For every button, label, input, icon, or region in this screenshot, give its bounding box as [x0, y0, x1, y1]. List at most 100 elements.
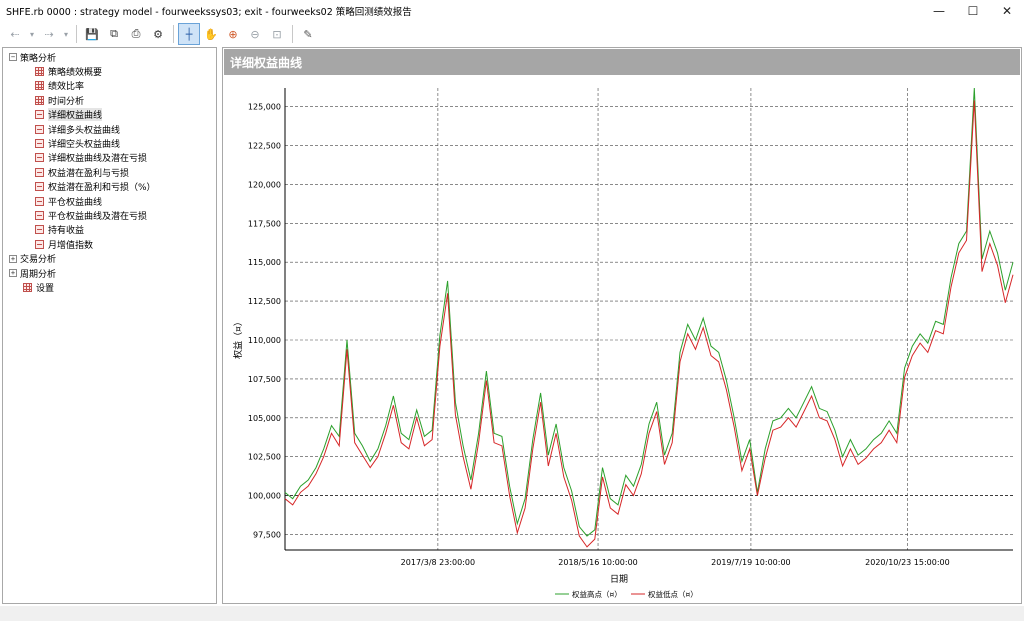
table-icon — [35, 95, 44, 105]
print-icon[interactable]: ⎙ — [131, 27, 141, 40]
chart-icon — [35, 210, 44, 220]
tree-node-label: 交易分析 — [20, 255, 57, 266]
tree-item-equity-drawdown[interactable]: 详细权益曲线及潜在亏损 — [3, 151, 216, 165]
chart-icon — [35, 167, 44, 177]
pan-icon[interactable]: ✋ — [204, 27, 218, 41]
table-icon — [35, 67, 44, 77]
chart-icon — [35, 196, 44, 206]
tree-item-label: 时间分析 — [48, 96, 85, 107]
toolbar-separator — [76, 25, 77, 43]
report-tree: − 策略分析 策略绩效概要 绩效比率 时间分析 详细权益曲线 详细多头权益曲线 … — [2, 47, 217, 604]
zoom-out-icon[interactable]: ⊖ — [250, 27, 260, 41]
tree-node-label: 设置 — [36, 283, 55, 294]
y-tick-label: 102,500 — [248, 453, 281, 462]
chart-icon — [35, 153, 44, 163]
tree-item-label: 权益潜在盈利和亏损（%） — [48, 183, 156, 194]
tree-item-summary[interactable]: 策略绩效概要 — [3, 64, 216, 78]
tree-item-holding-return[interactable]: 持有收益 — [3, 223, 216, 237]
tree-item-label: 权益潜在盈利与亏损 — [48, 168, 130, 179]
chart-icon — [35, 139, 44, 149]
y-tick-label: 120,000 — [248, 180, 281, 189]
chart-icon — [35, 225, 44, 235]
y-axis-label: 权益（¤） — [232, 317, 244, 359]
equity-low-line — [284, 100, 1014, 548]
tree-item-label: 持有收益 — [48, 226, 85, 237]
toolbar-separator — [292, 25, 293, 43]
tree-item-label: 月增值指数 — [48, 240, 94, 251]
tree-node-label: 周期分析 — [20, 269, 57, 280]
x-tick-label: 2019/7/19 10:00:00 — [711, 558, 791, 567]
legend-label-low: 权益低点（¤） — [648, 589, 698, 599]
tree-item-label: 绩效比率 — [48, 82, 85, 93]
minimize-icon[interactable]: — — [933, 4, 945, 18]
equity-chart[interactable]: 97,500 100,000 102,500 105,000 107,500 110,00… — [223, 76, 1021, 603]
window-controls: — ☐ ✕ — [922, 0, 1024, 22]
back-icon[interactable]: ⇠ — [10, 27, 20, 41]
tree-node-period-analysis[interactable]: + 周期分析 — [3, 266, 216, 280]
y-tick-label: 100,000 — [248, 492, 281, 501]
x-axis: 2017/3/8 23:00:00 2018/5/16 10:00:00 2019/… — [401, 558, 950, 567]
tree-item-long-equity[interactable]: 详细多头权益曲线 — [3, 122, 216, 136]
x-tick-label: 2018/5/16 10:00:00 — [558, 558, 638, 567]
chart-icon — [35, 110, 44, 120]
tree-item-potential-pl-pct[interactable]: 权益潜在盈利和亏损（%） — [3, 180, 216, 194]
chart-legend: 权益高点（¤） 权益低点（¤） — [555, 589, 698, 599]
x-axis-label: 日期 — [610, 574, 628, 585]
forward-icon[interactable]: ⇢ — [44, 27, 54, 41]
y-tick-label: 97,500 — [253, 530, 281, 539]
tree-item-short-equity[interactable]: 详细空头权益曲线 — [3, 136, 216, 150]
tree-item-label: 详细权益曲线 — [48, 108, 103, 122]
toolbar: ⇠ ▾ ⇢ ▾ 💾 ⧉ ⎙ ⚙ ┼ ✋ ⊕ ⊖ ⊡ ✎ — [0, 22, 1024, 46]
tree-node-settings[interactable]: 设置 — [3, 280, 216, 294]
tree-node-strategy-analysis[interactable]: − 策略分析 — [3, 50, 216, 64]
chart-grid — [284, 88, 1013, 551]
panel-title: 详细权益曲线 — [224, 49, 1020, 75]
x-tick-label: 2020/10/23 15:00:00 — [865, 558, 950, 567]
zoom-in-icon[interactable]: ⊕ — [228, 27, 238, 41]
x-tick-label: 2017/3/8 23:00:00 — [401, 558, 475, 567]
close-icon[interactable]: ✕ — [1001, 4, 1013, 18]
tree-item-label: 平仓权益曲线 — [48, 197, 103, 208]
chart-icon — [35, 182, 44, 192]
tree-item-monthly-index[interactable]: 月增值指数 — [3, 237, 216, 251]
tree-item-label: 策略绩效概要 — [48, 68, 103, 79]
chart-icon — [35, 124, 44, 134]
window-titlebar: SHFE.rb 0000 : strategy model - fourweek… — [0, 0, 1024, 22]
table-icon — [35, 81, 44, 91]
dropdown-icon[interactable]: ▾ — [29, 29, 34, 39]
tree-item-potential-pl[interactable]: 权益潜在盈利与亏损 — [3, 165, 216, 179]
chart-icon — [35, 239, 44, 249]
equity-high-line — [284, 87, 1014, 537]
settings-icon[interactable]: ⚙ — [153, 27, 163, 41]
tree-item-label: 平仓权益曲线及潜在亏损 — [48, 211, 148, 222]
tree-item-closed-equity-drawdown[interactable]: 平仓权益曲线及潜在亏损 — [3, 208, 216, 222]
report-panel: 详细权益曲线 97,500 100,000 102,500 105,000 107,50… — [222, 47, 1022, 604]
status-bar — [0, 606, 1024, 621]
copy-icon[interactable]: ⧉ — [110, 27, 118, 40]
expand-icon[interactable]: + — [9, 269, 17, 278]
zoom-reset-icon[interactable]: ⊡ — [272, 27, 282, 41]
save-icon[interactable]: 💾 — [85, 27, 99, 41]
crosshair-icon[interactable]: ┼ — [178, 23, 200, 45]
toolbar-separator — [173, 25, 174, 43]
y-axis: 97,500 100,000 102,500 105,000 107,500 110,00… — [248, 103, 281, 540]
export-icon[interactable]: ✎ — [303, 27, 313, 41]
collapse-icon[interactable]: − — [9, 53, 17, 62]
y-tick-label: 117,500 — [248, 219, 281, 228]
tree-item-ratios[interactable]: 绩效比率 — [3, 79, 216, 93]
tree-item-closed-equity[interactable]: 平仓权益曲线 — [3, 194, 216, 208]
dropdown-icon[interactable]: ▾ — [63, 29, 68, 39]
legend-label-high: 权益高点（¤） — [572, 589, 622, 599]
window-title: SHFE.rb 0000 : strategy model - fourweek… — [6, 7, 412, 18]
expand-icon[interactable]: + — [9, 254, 17, 263]
y-tick-label: 107,500 — [248, 375, 281, 384]
tree-node-label: 策略分析 — [20, 53, 57, 64]
tree-item-time-analysis[interactable]: 时间分析 — [3, 93, 216, 107]
tree-item-equity-curve[interactable]: 详细权益曲线 — [3, 108, 216, 122]
maximize-icon[interactable]: ☐ — [967, 4, 979, 18]
y-tick-label: 112,500 — [248, 297, 281, 306]
chart-series — [284, 87, 1014, 548]
tree-item-label: 详细空头权益曲线 — [48, 140, 121, 151]
tree-item-label: 详细权益曲线及潜在亏损 — [48, 154, 148, 165]
tree-node-trade-analysis[interactable]: + 交易分析 — [3, 251, 216, 265]
